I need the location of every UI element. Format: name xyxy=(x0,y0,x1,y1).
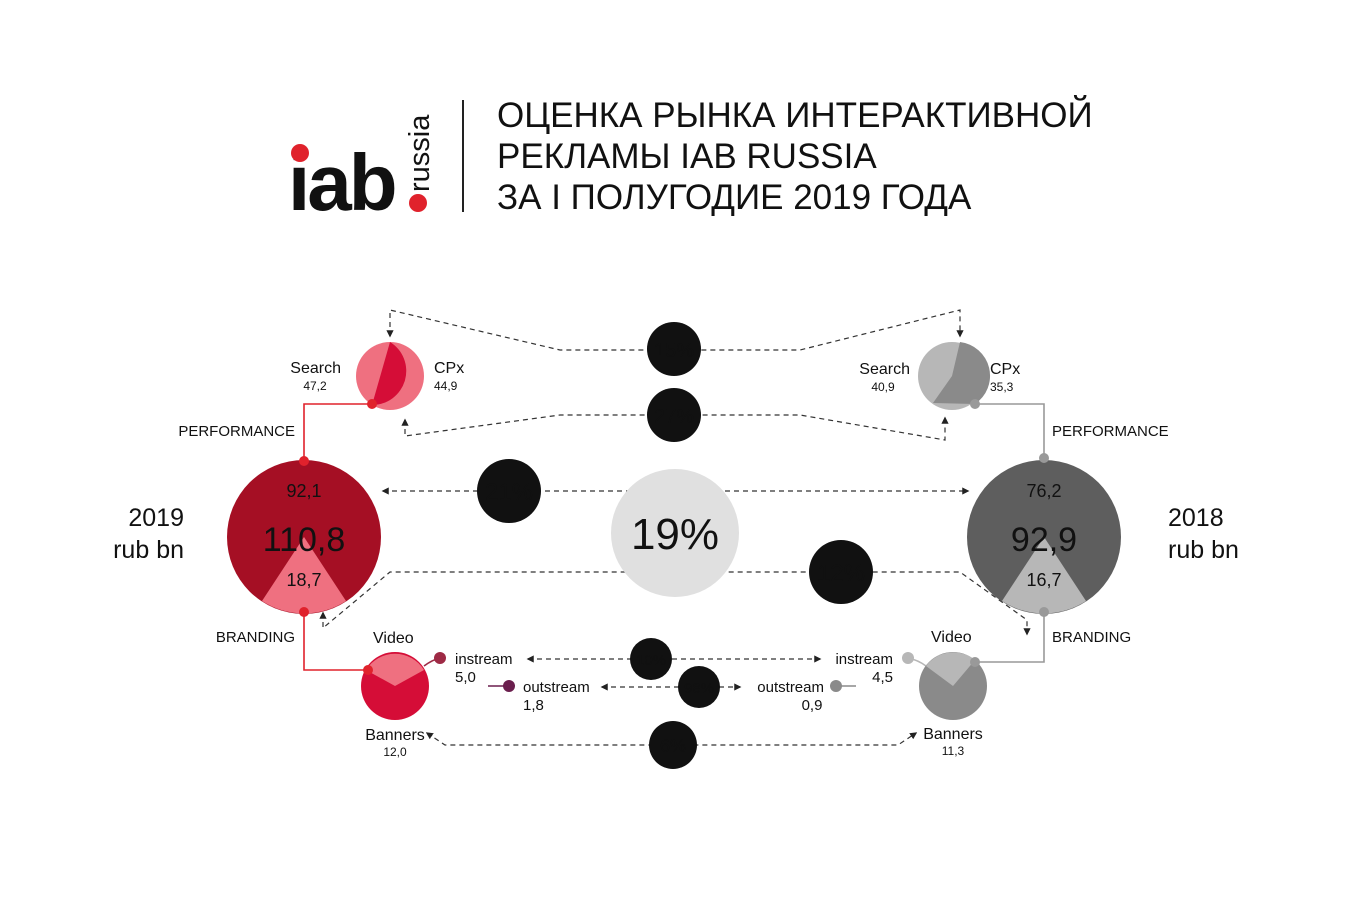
year-label-2019: 2019 xyxy=(128,504,184,532)
node-2018-video xyxy=(970,657,980,667)
total-value-2018: 92,9 xyxy=(1011,521,1077,559)
instream-value-2018: 4,5 xyxy=(872,669,893,686)
search-growth-badge: 15% xyxy=(647,322,701,376)
outstream-value-2019: 1,8 xyxy=(523,697,544,714)
logo-sub: russia xyxy=(404,114,436,192)
branding-pie-2018 xyxy=(830,652,987,720)
cpx-label-2018: CPx xyxy=(990,361,1020,378)
main-circle-2019: 92,1 110,8 18,7 xyxy=(227,456,381,617)
node-2019-performance xyxy=(299,456,309,466)
unit-label-2019: rub bn xyxy=(113,536,184,564)
tree-line-2019-branding xyxy=(303,613,368,671)
cpx-value-2018: 35,3 xyxy=(990,380,1014,394)
tree-line-2018-performance xyxy=(975,403,1045,458)
node-2018-cpx xyxy=(970,399,980,409)
performance-growth-value: 21% xyxy=(485,479,533,506)
banners-value-2018: 11,3 xyxy=(942,744,965,758)
title-line-1: ОЦЕНКА РЫНКА ИНТЕРАКТИВНОЙ xyxy=(497,95,1093,135)
instream-label-2018: instream xyxy=(835,651,893,668)
outstream-growth-value: 98% xyxy=(684,680,714,697)
performance-value-2018: 76,2 xyxy=(1026,481,1061,501)
cpx-label-2019: CPx xyxy=(434,360,464,377)
cpx-growth-value: 27% xyxy=(654,406,694,428)
labels-2018: 2018 rub bn PERFORMANCE BRANDING Search … xyxy=(757,361,1239,758)
performance-pie-2018 xyxy=(918,342,991,410)
performance-pie-2019 xyxy=(356,342,424,410)
unit-label-2018: rub bn xyxy=(1168,536,1239,564)
outstream-growth-badge: 98% xyxy=(678,666,720,708)
title-line-2: РЕКЛАМЫ IAB RUSSIA xyxy=(497,137,877,176)
labels-2019: 2019 rub bn PERFORMANCE BRANDING Search … xyxy=(113,360,590,759)
banners-connector xyxy=(425,732,918,746)
branding-label-2018: BRANDING xyxy=(1052,629,1131,646)
cpx-slice-2019 xyxy=(372,342,407,406)
instream-growth-badge: 10% xyxy=(630,638,672,680)
banners-growth-value: 6% xyxy=(660,736,686,756)
video-slice-2018 xyxy=(926,652,975,686)
year-label-2018: 2018 xyxy=(1168,504,1224,532)
main-circle-2018: 76,2 92,9 16,7 xyxy=(967,453,1121,617)
total-growth-circle: 19% xyxy=(611,469,739,597)
cpx-growth-badge: 27% xyxy=(647,388,701,442)
banners-label-2019: Banners xyxy=(365,727,425,744)
logo-dot-i xyxy=(291,144,309,162)
tree-line-2019-performance xyxy=(303,403,372,461)
performance-label-2018: PERFORMANCE xyxy=(1052,423,1169,440)
title-line-3: ЗА I ПОЛУГОДИЕ 2019 ГОДА xyxy=(497,178,972,217)
outstream-label-2019: outstream xyxy=(523,679,590,696)
performance-value-2019: 92,1 xyxy=(286,481,321,501)
instream-dot-2018 xyxy=(902,652,914,664)
page-title: ОЦЕНКА РЫНКА ИНТЕРАКТИВНОЙ РЕКЛАМЫ IAB R… xyxy=(497,95,1093,217)
video-slice-2019 xyxy=(366,653,424,686)
outstream-value-2018: 0,9 xyxy=(802,697,823,714)
branding-label-2019: BRANDING xyxy=(216,629,295,646)
tree-line-2018-branding xyxy=(975,613,1045,663)
search-growth-value: 15% xyxy=(654,340,694,362)
search-value-2018: 40,9 xyxy=(871,380,895,394)
node-2019-video xyxy=(363,665,373,675)
banners-label-2018: Banners xyxy=(923,726,983,743)
outstream-label-2018: outstream xyxy=(757,679,824,696)
instream-label-2019: instream xyxy=(455,651,513,668)
cpx-slice-2018 xyxy=(933,342,991,404)
instream-growth-value: 10% xyxy=(636,652,666,669)
search-label-2019: Search xyxy=(290,360,341,377)
performance-label-2019: PERFORMANCE xyxy=(178,423,295,440)
iab-russia-logo: iab russia xyxy=(288,114,436,227)
growth-badges: 15% 27% 21% 12% 10% 98% 6% xyxy=(477,322,873,769)
total-growth-bg xyxy=(611,469,739,597)
search-label-2018: Search xyxy=(859,361,910,378)
instream-value-2019: 5,0 xyxy=(455,669,476,686)
branding-pie-2019 xyxy=(361,652,515,720)
search-connector xyxy=(386,309,964,351)
node-2019-cpx xyxy=(367,399,377,409)
branding-growth-value: 12% xyxy=(817,560,865,587)
branding-slice-2018 xyxy=(1002,537,1086,614)
performance-growth-badge: 21% xyxy=(477,459,541,523)
branding-value-2018: 16,7 xyxy=(1026,570,1061,590)
instream-dot-2019 xyxy=(434,652,446,664)
video-label-2019: Video xyxy=(373,630,414,647)
tree-lines xyxy=(303,403,1045,687)
branding-slice-2019 xyxy=(262,537,346,614)
outstream-dot-2018 xyxy=(830,680,842,692)
branding-value-2019: 18,7 xyxy=(286,570,321,590)
node-2018-performance xyxy=(1039,453,1049,463)
banners-value-2019: 12,0 xyxy=(383,745,407,759)
total-value-2019: 110,8 xyxy=(263,521,346,559)
banners-growth-badge: 6% xyxy=(649,721,697,769)
total-growth-value: 19% xyxy=(631,510,719,559)
node-2018-branding xyxy=(1039,607,1049,617)
outstream-dot-2019 xyxy=(503,680,515,692)
node-2019-branding xyxy=(299,607,309,617)
cpx-value-2019: 44,9 xyxy=(434,379,458,393)
branding-growth-badge: 12% xyxy=(809,540,873,604)
search-value-2019: 47,2 xyxy=(303,379,327,393)
video-label-2018: Video xyxy=(931,629,972,646)
logo-dot-russia xyxy=(409,194,427,212)
